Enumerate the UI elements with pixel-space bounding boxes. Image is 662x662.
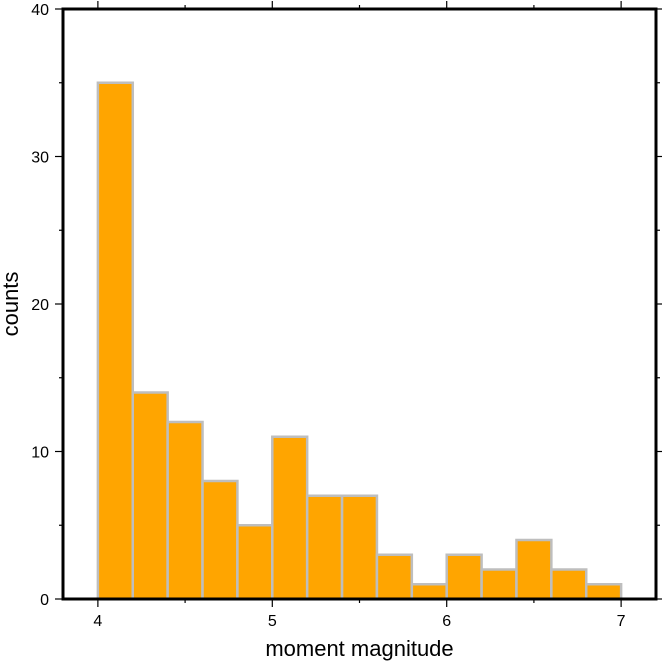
axis-tick-labels: 4 5 6 7 0 10 20 30 40 [31, 2, 625, 630]
histogram-bar-10 [410, 583, 448, 601]
histogram-bar-8 [340, 494, 379, 601]
histogram-bar-9 [375, 553, 414, 601]
histogram-bar-4 [201, 479, 239, 601]
y-tick-label: 10 [31, 445, 49, 462]
y-tick-label: 30 [31, 150, 49, 167]
y-tick-label: 20 [31, 297, 49, 314]
histogram-bar-2 [131, 391, 169, 601]
y-tick-label: 40 [31, 2, 49, 19]
histogram-bar-11 [445, 553, 483, 601]
histogram-bar-5 [236, 524, 274, 601]
histogram-bar-15 [584, 583, 623, 601]
x-tick-label: 4 [93, 613, 102, 630]
histogram-bar-13 [515, 538, 553, 601]
histogram-bar-14 [550, 568, 588, 601]
histogram-bar-3 [166, 420, 204, 601]
x-tick-label: 6 [442, 613, 451, 630]
y-axis-label: counts [0, 272, 23, 337]
x-axis-label: moment magnitude [265, 636, 453, 661]
histogram-bars [96, 81, 623, 601]
axis-ticks [55, 1, 662, 607]
histogram-bar-1 [96, 81, 135, 601]
histogram-bar-12 [480, 568, 518, 601]
histogram-bar-7 [305, 494, 344, 601]
x-tick-label: 7 [617, 613, 626, 630]
histogram-bar-6 [271, 435, 309, 601]
x-tick-label: 5 [268, 613, 277, 630]
y-tick-label: 0 [40, 592, 49, 609]
